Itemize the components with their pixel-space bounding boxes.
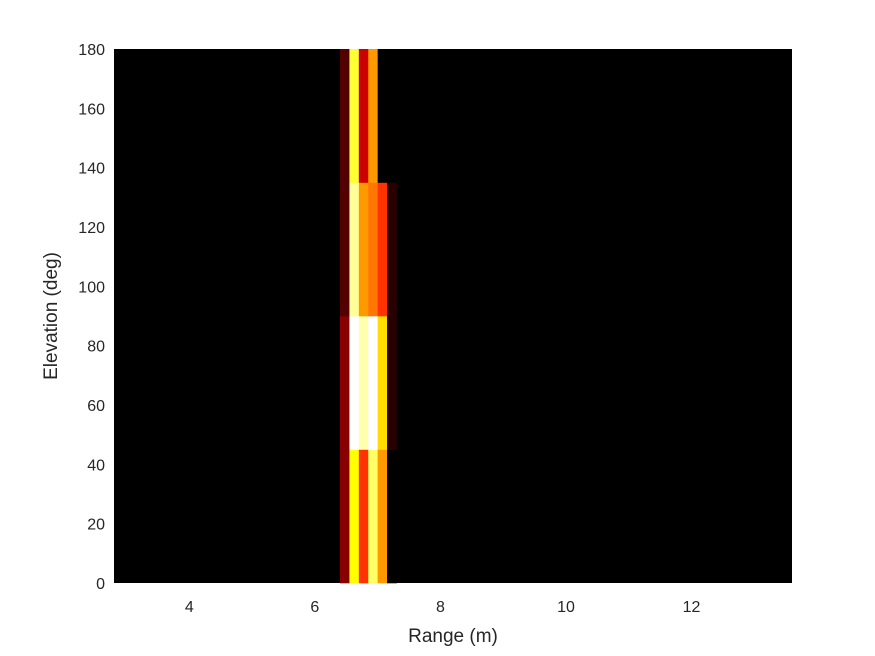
y-axis-label: Elevation (deg): [41, 252, 62, 380]
x-tick-label: 12: [683, 599, 701, 616]
heatmap-cell: [368, 182, 378, 317]
heatmap-cell: [387, 182, 397, 317]
y-tick-label: 160: [78, 101, 105, 118]
heatmap-cell: [368, 316, 378, 450]
y-axis-ticks: 0 20 40 60 80 100 120 140 160 180: [78, 42, 105, 593]
heatmap-cell: [377, 182, 388, 317]
plot-area: [114, 49, 792, 583]
heatmap-cell: [377, 316, 388, 450]
y-tick-label: 40: [87, 457, 105, 474]
heatmap-cell: [387, 49, 397, 183]
x-tick-label: 4: [185, 599, 194, 616]
heatmap-cell: [340, 449, 350, 584]
heatmap-cell: [358, 449, 369, 584]
y-tick-label: 140: [78, 161, 105, 178]
heatmap-cell: [340, 49, 350, 183]
heatmap-cell: [358, 182, 369, 317]
y-tick-label: 80: [87, 339, 105, 356]
heatmap-cell: [349, 49, 360, 183]
heatmap-cell: [358, 49, 369, 183]
y-tick-label: 180: [78, 42, 105, 59]
heatmap-cell: [377, 449, 388, 584]
heatmap-cell: [340, 182, 350, 317]
y-tick-label: 60: [87, 398, 105, 415]
heatmap-cell: [340, 316, 350, 450]
x-axis-ticks: 4 6 8 10 12: [185, 599, 701, 616]
heatmap-cell: [387, 449, 397, 584]
x-tick-label: 6: [310, 599, 319, 616]
y-tick-label: 0: [96, 576, 105, 593]
heatmap-cell: [377, 49, 388, 183]
x-axis-label: Range (m): [408, 626, 498, 647]
heatmap-cell: [349, 182, 360, 317]
x-tick-label: 8: [436, 599, 445, 616]
heatmap-cell: [349, 449, 360, 584]
heatmap-cell: [358, 316, 369, 450]
x-tick-label: 10: [557, 599, 575, 616]
heatmap-cell: [349, 316, 360, 450]
heatmap-cell: [387, 316, 397, 450]
heatmap-cell: [368, 449, 378, 584]
heatmap-cells: [340, 49, 397, 584]
y-tick-label: 120: [78, 220, 105, 237]
y-tick-label: 100: [78, 279, 105, 296]
y-tick-label: 20: [87, 517, 105, 534]
heatmap-cell: [368, 49, 378, 183]
